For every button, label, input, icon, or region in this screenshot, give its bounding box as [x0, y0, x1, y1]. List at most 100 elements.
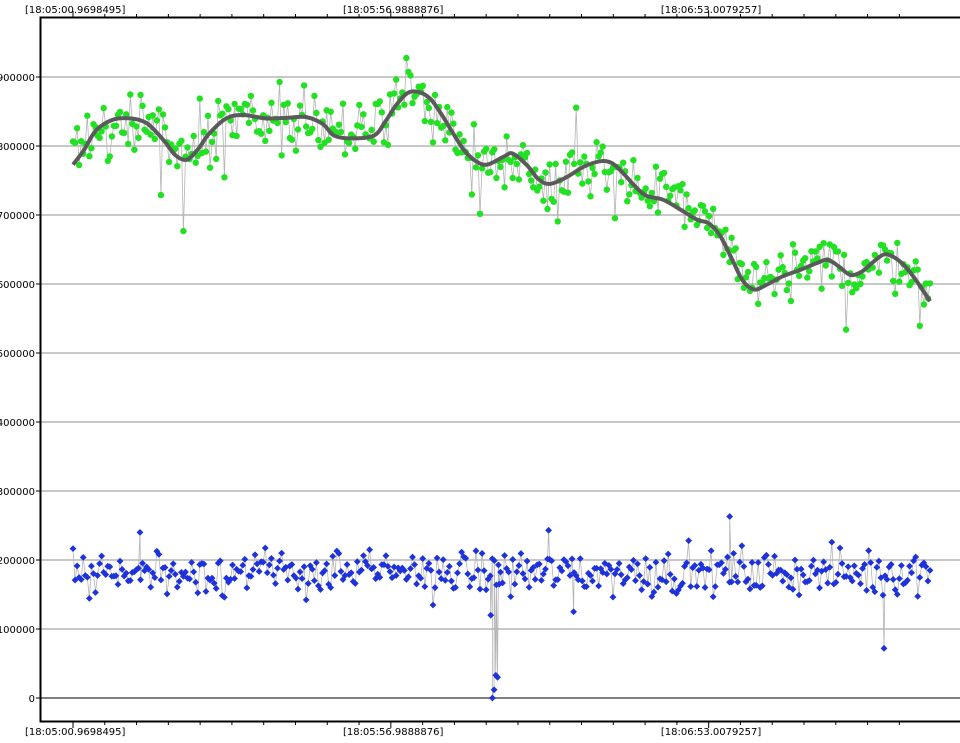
blue-point: [848, 577, 856, 585]
blue-point: [272, 580, 279, 587]
blue-point: [202, 588, 210, 595]
blue-point: [155, 550, 163, 558]
blue-point: [613, 566, 621, 573]
green-point: [777, 252, 784, 259]
blue-point: [417, 574, 425, 582]
blue-point: [736, 558, 744, 566]
green-point: [814, 255, 821, 262]
green-point: [579, 180, 586, 187]
y-tick-label: 100000: [0, 625, 35, 636]
green-point: [200, 128, 208, 136]
green-point: [196, 95, 203, 102]
blue-point: [638, 586, 646, 594]
blue-point: [576, 555, 584, 563]
blue-point: [603, 570, 611, 578]
blue-point: [922, 563, 930, 571]
green-point: [335, 121, 343, 128]
green-point: [419, 82, 426, 90]
blue-point: [208, 574, 216, 582]
green-point: [820, 240, 827, 247]
green-point: [568, 149, 576, 156]
blue-point: [382, 552, 390, 560]
green-point: [442, 137, 449, 144]
blue-point: [392, 572, 400, 579]
blue-point: [617, 571, 625, 579]
green-point: [493, 174, 500, 182]
blue-point: [797, 565, 805, 573]
blue-point: [200, 560, 208, 568]
x-tick-label-bottom: [18:05:56.9888876]: [343, 727, 444, 738]
blue-point: [497, 568, 504, 576]
green-point: [667, 192, 674, 199]
green-point: [570, 160, 578, 168]
green-point: [528, 177, 535, 184]
blue-point: [370, 563, 378, 571]
green-point: [174, 163, 181, 170]
green-point: [135, 134, 142, 141]
blue-point: [251, 551, 259, 559]
green-point: [603, 186, 610, 193]
blue-point: [630, 556, 637, 564]
blue-point: [169, 560, 177, 568]
blue-point: [462, 554, 470, 562]
green-point: [368, 126, 375, 133]
green-point: [587, 193, 594, 200]
blue-point: [740, 563, 748, 570]
blue-point: [317, 586, 324, 593]
green-point: [84, 112, 91, 119]
blue-point: [163, 590, 171, 598]
blue-point: [452, 584, 459, 591]
blue-point: [685, 537, 693, 545]
blue-point: [249, 566, 257, 573]
green-point: [127, 91, 134, 98]
blue-point: [229, 561, 236, 569]
blue-point: [478, 550, 486, 557]
x-tick-label-bottom: [18:06:53.0079257]: [661, 727, 762, 738]
blue-point: [871, 588, 879, 596]
green-point: [705, 212, 713, 220]
blue-point: [384, 562, 392, 570]
blue-point: [145, 565, 153, 573]
green-point: [577, 159, 584, 166]
blue-point: [499, 579, 506, 587]
blue-point: [895, 575, 903, 583]
green-point: [147, 131, 154, 138]
green-point: [618, 179, 625, 186]
green-point: [116, 108, 124, 116]
blue-point: [212, 585, 220, 592]
blue-point: [513, 568, 521, 576]
blue-point: [357, 566, 365, 574]
blue-point: [149, 569, 157, 577]
green-point: [620, 159, 627, 166]
y-tick-label: 700000: [0, 211, 35, 222]
green-point: [100, 104, 107, 112]
green-point: [433, 119, 441, 127]
blue-point: [519, 570, 527, 577]
blue-point: [711, 583, 719, 590]
green-point: [317, 143, 324, 150]
blue-point: [255, 568, 263, 575]
green-point: [278, 152, 285, 159]
green-point: [73, 125, 81, 132]
blue-point: [564, 562, 572, 570]
blue-point: [765, 560, 772, 568]
green-point: [468, 191, 475, 198]
green-point: [448, 109, 455, 116]
green-point: [88, 145, 95, 152]
green-point: [845, 279, 852, 287]
green-point: [742, 274, 750, 281]
blue-point: [167, 567, 175, 574]
blue-point: [329, 552, 337, 560]
blue-point: [216, 557, 224, 565]
blue-point: [879, 591, 887, 599]
axis-labels: 0 100000 200000 300000 400000 500000 600000 700…: [0, 5, 761, 738]
blue-point: [511, 580, 519, 588]
green-point: [599, 143, 606, 150]
blue-point: [137, 576, 144, 584]
green-point: [771, 290, 778, 298]
green-point: [237, 105, 244, 113]
green-point: [151, 135, 158, 143]
blue-point: [178, 568, 185, 576]
blue-point: [679, 579, 686, 587]
blue-point: [267, 555, 275, 562]
